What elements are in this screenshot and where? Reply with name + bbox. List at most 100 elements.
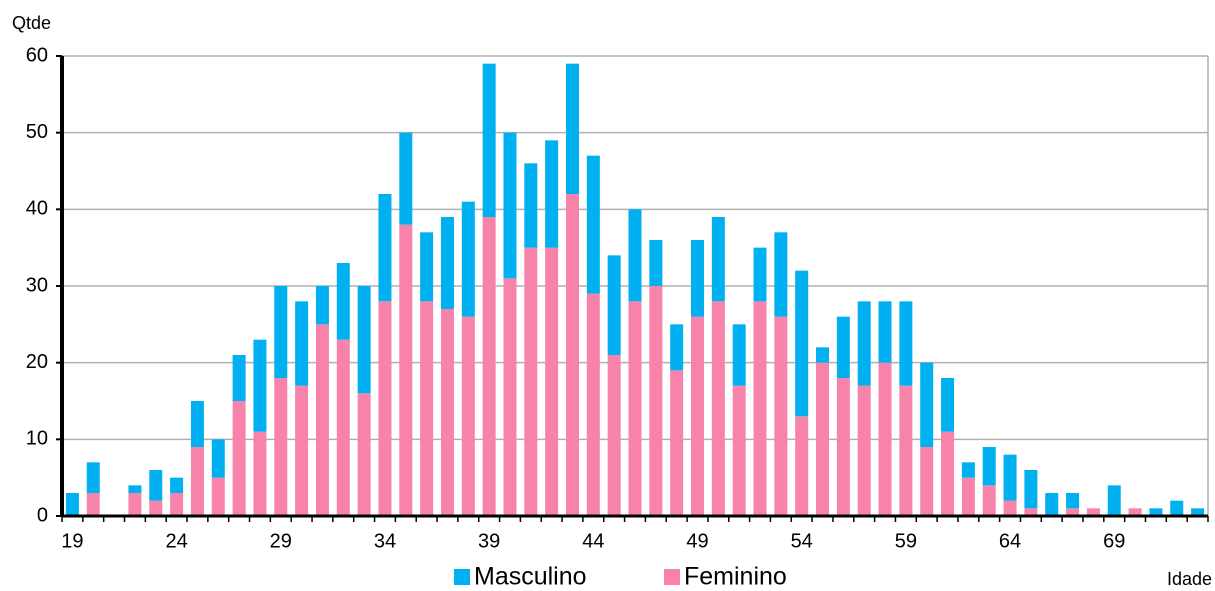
bar xyxy=(607,355,621,516)
x-tick-label: 34 xyxy=(374,530,396,552)
y-tick-label: 60 xyxy=(26,44,48,66)
x-tick-label: 19 xyxy=(61,530,83,552)
bar xyxy=(170,493,184,516)
bar xyxy=(482,63,496,217)
bar xyxy=(1149,508,1163,516)
legend-swatch xyxy=(454,569,470,585)
x-tick-label: 49 xyxy=(686,530,708,552)
bar xyxy=(336,263,350,340)
y-tick-label: 20 xyxy=(26,351,48,373)
bar xyxy=(1024,470,1038,509)
bar xyxy=(1045,493,1059,516)
bar xyxy=(1066,493,1080,509)
bar xyxy=(670,370,684,516)
bar xyxy=(149,500,163,516)
bar xyxy=(295,301,309,386)
bar xyxy=(503,132,517,279)
bar xyxy=(649,286,663,516)
bar xyxy=(816,362,830,516)
bar xyxy=(1107,485,1121,516)
bar xyxy=(274,286,288,378)
bar xyxy=(961,462,975,478)
bar xyxy=(420,232,434,302)
bar xyxy=(857,385,871,516)
bar xyxy=(253,339,267,432)
x-tick-label: 64 xyxy=(999,530,1021,552)
bar xyxy=(691,240,705,317)
bar xyxy=(586,293,600,516)
x-tick-label: 59 xyxy=(895,530,917,552)
bar xyxy=(753,247,767,302)
bar xyxy=(836,378,850,516)
legend-label: Feminino xyxy=(684,563,787,591)
bar xyxy=(774,232,788,317)
bar xyxy=(899,385,913,516)
bar xyxy=(836,316,850,378)
x-tick-label: 39 xyxy=(478,530,500,552)
bar xyxy=(565,194,579,516)
bar xyxy=(378,301,392,516)
bar xyxy=(816,347,830,363)
x-tick-label: 44 xyxy=(582,530,604,552)
legend-label: Masculino xyxy=(474,563,587,591)
bar xyxy=(878,301,892,363)
y-tick-label: 10 xyxy=(26,428,48,450)
bar xyxy=(524,163,538,248)
bar xyxy=(86,493,100,516)
bar xyxy=(274,378,288,516)
bar xyxy=(232,355,246,401)
bar xyxy=(128,485,142,493)
bar xyxy=(941,431,955,516)
bar xyxy=(128,493,142,516)
bar xyxy=(586,155,600,294)
x-tick-label: 54 xyxy=(791,530,813,552)
bar xyxy=(170,477,184,493)
bar xyxy=(920,447,934,516)
bar xyxy=(295,385,309,516)
bar xyxy=(357,393,371,516)
bar xyxy=(961,477,975,516)
bar xyxy=(336,339,350,516)
x-tick-label: 29 xyxy=(270,530,292,552)
bar xyxy=(211,477,225,516)
bar xyxy=(795,416,809,516)
bar xyxy=(878,362,892,516)
bar xyxy=(920,362,934,447)
bar xyxy=(190,447,204,516)
bar xyxy=(1003,500,1017,516)
bar xyxy=(941,378,955,432)
bar xyxy=(440,217,454,309)
bar xyxy=(232,401,246,516)
bar xyxy=(315,324,329,516)
bar xyxy=(461,316,475,516)
x-axis-title: Idade xyxy=(1167,569,1212,589)
bar xyxy=(899,301,913,386)
bar xyxy=(190,401,204,447)
bar xyxy=(628,209,642,302)
bar xyxy=(357,286,371,394)
bar xyxy=(565,63,579,194)
bar xyxy=(1191,508,1205,516)
bar xyxy=(1170,500,1184,516)
bar xyxy=(503,278,517,516)
bar xyxy=(670,324,684,371)
y-tick-label: 0 xyxy=(37,504,48,526)
x-tick-label: 69 xyxy=(1103,530,1125,552)
bar xyxy=(732,385,746,516)
bar xyxy=(65,493,79,516)
bar xyxy=(461,201,475,317)
bar xyxy=(420,301,434,516)
bar xyxy=(607,255,621,355)
y-tick-label: 40 xyxy=(26,198,48,220)
bar xyxy=(649,240,663,286)
bar xyxy=(1086,508,1100,516)
bar xyxy=(753,301,767,516)
bar xyxy=(86,462,100,493)
x-tick-label: 24 xyxy=(165,530,187,552)
bar xyxy=(1066,508,1080,516)
bar xyxy=(795,270,809,417)
bar xyxy=(1128,508,1142,516)
bar xyxy=(982,447,996,486)
bar xyxy=(545,140,559,248)
